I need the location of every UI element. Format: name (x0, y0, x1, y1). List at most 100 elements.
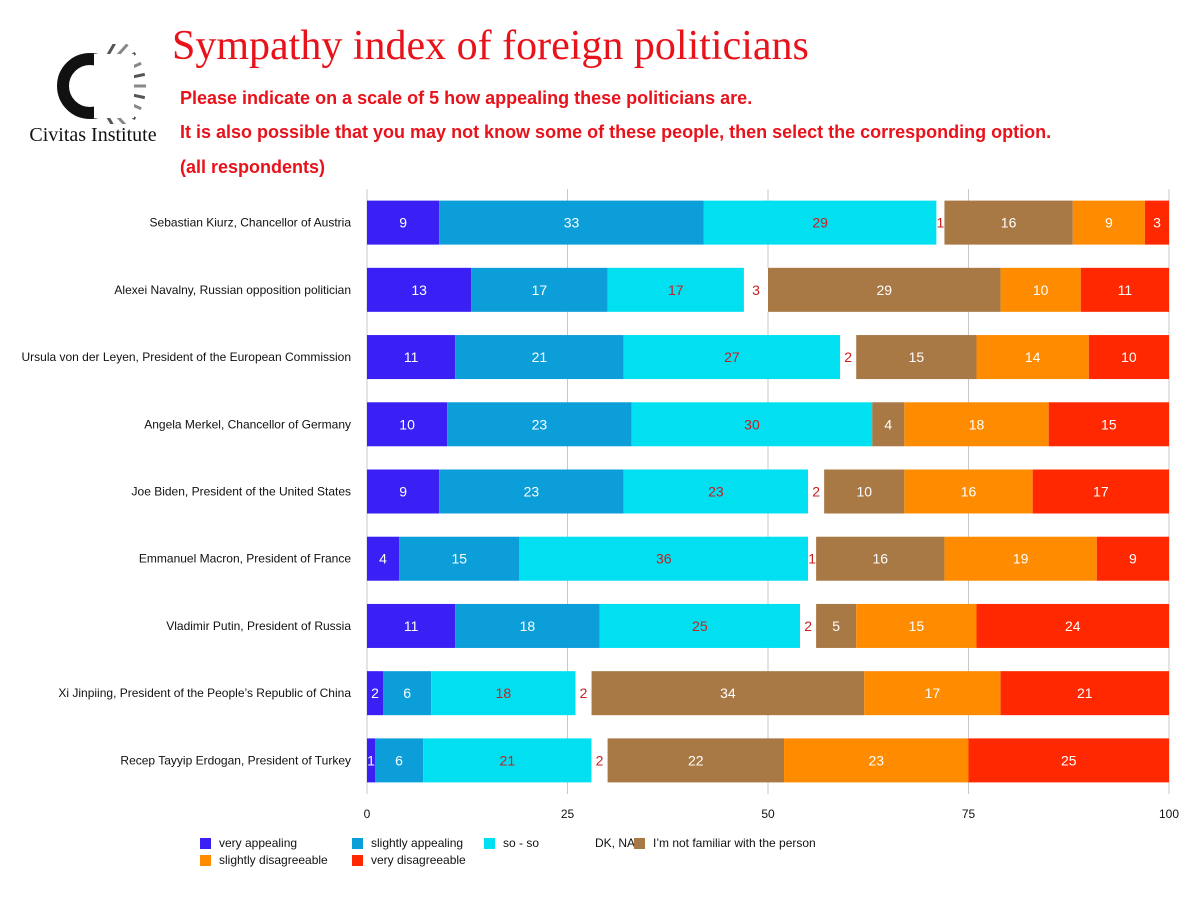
logo-gap (94, 54, 134, 118)
bar-segment (1048, 402, 1169, 447)
category-label: Angela Merkel, Chancellor of Germany (144, 417, 351, 431)
data-label: 16 (1001, 215, 1017, 231)
legend-label: very disagreeable (371, 853, 466, 867)
data-label: 9 (399, 484, 407, 500)
data-label: 16 (961, 484, 977, 500)
bar-segment (808, 469, 825, 514)
data-label: 10 (856, 484, 872, 500)
data-label: 23 (532, 416, 548, 432)
data-label: 25 (692, 618, 708, 634)
bar-segment (623, 469, 809, 514)
bar-segment (367, 603, 456, 648)
data-label: 17 (668, 282, 684, 298)
data-label: 1 (808, 551, 816, 567)
bar-segment (607, 738, 785, 783)
data-label: 2 (580, 685, 588, 701)
data-label: 18 (969, 416, 985, 432)
bar-segment (824, 469, 905, 514)
data-label: 17 (925, 685, 941, 701)
x-tick-label: 25 (561, 807, 575, 821)
bar-segment (367, 738, 376, 783)
bar-segment (816, 603, 857, 648)
bar-segment (904, 469, 1033, 514)
data-label: 29 (812, 215, 828, 231)
bar-segment (968, 738, 1169, 783)
legend-label: DK, NA (595, 836, 636, 850)
bar-segment (519, 536, 809, 581)
legend-swatch (200, 854, 211, 866)
legend-swatch (200, 837, 211, 849)
data-label: 23 (524, 484, 540, 500)
data-label: 6 (395, 752, 403, 768)
data-label: 10 (399, 416, 415, 432)
bar-segment (976, 603, 1169, 648)
data-label: 1 (367, 752, 375, 768)
bar-segment (367, 267, 472, 312)
row-labels: Sebastian Kiurz, Chancellor of Austria Al… (21, 216, 351, 768)
data-label: 10 (1121, 349, 1137, 365)
data-label: 2 (844, 349, 852, 365)
bar-segment (575, 671, 592, 716)
bar-segment (944, 536, 1097, 581)
bar-segment (1000, 267, 1081, 312)
legend-item: very appealing (200, 836, 297, 850)
bar-segment (1000, 671, 1169, 716)
bar-segment (599, 603, 801, 648)
civitas-c-logo-icon (57, 36, 146, 136)
bar-segment (367, 335, 456, 380)
data-label: 15 (909, 349, 925, 365)
legend-swatch (352, 837, 363, 849)
category-label: Xi Jinpiing, President of the People’s R… (58, 686, 351, 700)
legend-item: so - so (484, 836, 539, 850)
bar-segment (439, 200, 704, 245)
data-label: 5 (832, 618, 840, 634)
legend-item: slightly disagreeable (200, 853, 328, 867)
x-tick-label: 50 (761, 807, 775, 821)
data-label: 17 (532, 282, 548, 298)
bar-segment (367, 469, 440, 514)
data-label: 14 (1025, 349, 1041, 365)
category-label: Sebastian Kiurz, Chancellor of Austria (150, 216, 352, 230)
bar-segment (1144, 200, 1169, 245)
data-label: 11 (404, 349, 419, 365)
data-label: 10 (1033, 282, 1049, 298)
data-label: 27 (724, 349, 740, 365)
civitas-logo: Civitas Institute (18, 36, 168, 154)
bar-segment (816, 536, 945, 581)
subtitle-line-1: Please indicate on a scale of 5 how appe… (180, 88, 753, 108)
data-label: 2 (812, 484, 820, 500)
legend-item: DK, NA (576, 836, 635, 850)
data-label: 3 (752, 282, 760, 298)
data-label: 30 (744, 416, 760, 432)
bar-segment (944, 200, 1073, 245)
legend: very appealing slightly appealing so - so D… (200, 836, 960, 876)
data-label: 4 (379, 551, 387, 567)
data-label: 4 (884, 416, 892, 432)
bar-segment (1032, 469, 1169, 514)
bar-segment (439, 469, 624, 514)
bar-segment (872, 402, 905, 447)
bar-segment (840, 335, 857, 380)
bar-segment (623, 335, 841, 380)
bar-segment (1088, 335, 1169, 380)
legend-label: slightly disagreeable (219, 853, 328, 867)
bar-segment (784, 738, 969, 783)
bar-segment (1080, 267, 1169, 312)
data-label: 9 (1129, 551, 1137, 567)
x-tick-label: 100 (1159, 807, 1179, 821)
data-label: 2 (371, 685, 379, 701)
bar-segment (976, 335, 1089, 380)
data-label: 17 (1093, 484, 1109, 500)
data-label: 6 (403, 685, 411, 701)
category-label: Joe Biden, President of the United State… (132, 485, 351, 499)
bar-segment (423, 738, 592, 783)
data-label: 19 (1013, 551, 1029, 567)
x-axis-ticks: 0 25 50 75 100 (364, 807, 1180, 821)
bar-segment (367, 536, 400, 581)
bar-segment (631, 402, 873, 447)
bar-segment (703, 200, 937, 245)
bar-segment (1072, 200, 1145, 245)
data-label: 34 (720, 685, 736, 701)
legend-label: I’m not familiar with the person (653, 836, 816, 850)
